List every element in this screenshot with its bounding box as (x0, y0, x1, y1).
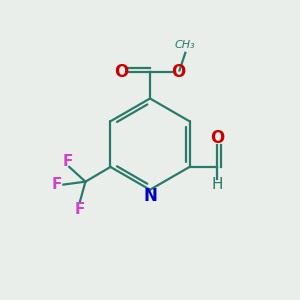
Text: N: N (143, 187, 157, 205)
Text: O: O (114, 63, 129, 81)
Text: F: F (52, 177, 62, 192)
Text: F: F (74, 202, 85, 217)
Text: H: H (212, 176, 223, 191)
Text: O: O (171, 63, 185, 81)
Text: CH₃: CH₃ (175, 40, 196, 50)
Text: O: O (210, 129, 225, 147)
Text: F: F (63, 154, 73, 169)
